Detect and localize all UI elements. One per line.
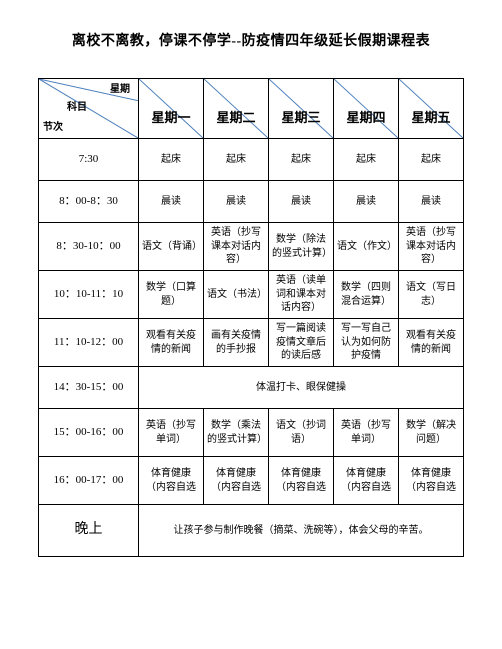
day-header-thu: 星期四 (334, 79, 399, 139)
content-cell: 数学（除法的竖式计算） (269, 223, 334, 271)
corner-cell: 星期 科目 节次 (39, 79, 139, 139)
time-cell: 晚上 (39, 505, 139, 557)
table-row: 晚上让孩子参与制作晚餐（摘菜、洗碗等），体会父母的辛苦。 (39, 505, 464, 557)
day-header-mon: 星期一 (139, 79, 204, 139)
content-cell: 体育健康（内容自选 (269, 457, 334, 505)
content-cell: 起床 (334, 139, 399, 181)
time-cell: 15：00-16：00 (39, 409, 139, 457)
time-cell: 7:30 (39, 139, 139, 181)
content-cell: 晨读 (204, 181, 269, 223)
content-cell: 起床 (139, 139, 204, 181)
content-cell: 语文（写日志） (399, 271, 464, 319)
time-cell: 10：10-11：10 (39, 271, 139, 319)
content-cell: 数学（口算题） (139, 271, 204, 319)
content-cell: 写一篇阅读疫情文章后的读后感 (269, 319, 334, 367)
content-cell: 写一写自己认为如何防护疫情 (334, 319, 399, 367)
content-cell: 晨读 (269, 181, 334, 223)
content-cell: 体育健康（内容自选 (334, 457, 399, 505)
content-cell: 画有关疫情的手抄报 (204, 319, 269, 367)
content-cell: 语文（作文） (334, 223, 399, 271)
table-row: 8：30-10：00语文（背诵）英语（抄写课本对话内容）数学（除法的竖式计算）语… (39, 223, 464, 271)
time-cell: 14：30-15：00 (39, 367, 139, 409)
header-row: 星期 科目 节次 星期一 星期二 星期三 星期四 星期五 (39, 79, 464, 139)
time-cell: 16：00-17：00 (39, 457, 139, 505)
corner-label-period: 节次 (43, 121, 63, 135)
span-cell: 让孩子参与制作晚餐（摘菜、洗碗等），体会父母的辛苦。 (139, 505, 464, 557)
table-row: 10：10-11：10数学（口算题）语文（书法）英语（读单词和课本对话内容）数学… (39, 271, 464, 319)
content-cell: 语文（背诵） (139, 223, 204, 271)
day-header-fri: 星期五 (399, 79, 464, 139)
corner-label-weekday: 星期 (110, 83, 130, 97)
content-cell: 英语（读单词和课本对话内容） (269, 271, 334, 319)
content-cell: 数学（解决问题） (399, 409, 464, 457)
page-title: 离校不离教，停课不停学--防疫情四年级延长假期课程表 (38, 30, 464, 50)
table-row: 14：30-15：00体温打卡、眼保健操 (39, 367, 464, 409)
content-cell: 晨读 (139, 181, 204, 223)
time-cell: 8：30-10：00 (39, 223, 139, 271)
corner-label-subject: 科目 (67, 101, 87, 115)
table-row: 7:30起床起床起床起床起床 (39, 139, 464, 181)
content-cell: 数学（四则混合运算） (334, 271, 399, 319)
content-cell: 观看有关疫情的新闻 (139, 319, 204, 367)
content-cell: 体育健康（内容自选 (204, 457, 269, 505)
content-cell: 英语（抄写课本对话内容） (399, 223, 464, 271)
day-header-wed: 星期三 (269, 79, 334, 139)
schedule-table: 星期 科目 节次 星期一 星期二 星期三 星期四 星期五 7:30起床起床起床起… (38, 78, 464, 557)
table-row: 15：00-16：00英语（抄写单词）数学（乘法的竖式计算）语文（抄词语）英语（… (39, 409, 464, 457)
content-cell: 英语（抄写单词） (334, 409, 399, 457)
content-cell: 起床 (269, 139, 334, 181)
content-cell: 起床 (204, 139, 269, 181)
content-cell: 体育健康（内容自选 (139, 457, 204, 505)
table-body: 7:30起床起床起床起床起床8：00-8：30晨读晨读晨读晨读晨读8：30-10… (39, 139, 464, 557)
time-cell: 8：00-8：30 (39, 181, 139, 223)
table-row: 8：00-8：30晨读晨读晨读晨读晨读 (39, 181, 464, 223)
table-row: 16：00-17：00体育健康（内容自选体育健康（内容自选体育健康（内容自选体育… (39, 457, 464, 505)
content-cell: 晨读 (399, 181, 464, 223)
day-header-tue: 星期二 (204, 79, 269, 139)
time-cell: 11：10-12：00 (39, 319, 139, 367)
content-cell: 观看有关疫情的新闻 (399, 319, 464, 367)
content-cell: 数学（乘法的竖式计算） (204, 409, 269, 457)
content-cell: 英语（抄写课本对话内容） (204, 223, 269, 271)
content-cell: 英语（抄写单词） (139, 409, 204, 457)
content-cell: 语文（抄词语） (269, 409, 334, 457)
span-cell: 体温打卡、眼保健操 (139, 367, 464, 409)
content-cell: 起床 (399, 139, 464, 181)
content-cell: 体育健康（内容自选 (399, 457, 464, 505)
content-cell: 语文（书法） (204, 271, 269, 319)
table-row: 11：10-12：00观看有关疫情的新闻画有关疫情的手抄报写一篇阅读疫情文章后的… (39, 319, 464, 367)
content-cell: 晨读 (334, 181, 399, 223)
